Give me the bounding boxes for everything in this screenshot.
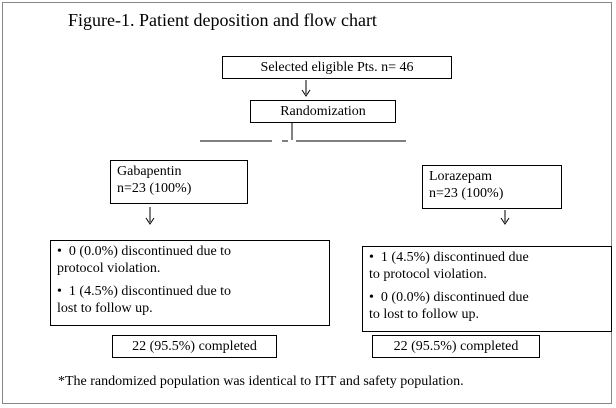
eligible-box: Selected eligible Pts. n= 46 xyxy=(222,56,452,79)
title: Figure-1. Patient deposition and flow ch… xyxy=(68,10,377,30)
box-text: Randomization xyxy=(280,104,366,119)
item-text: to protocol violation. xyxy=(369,267,487,282)
gabapentin-box: Gabapentin n=23 (100%) xyxy=(110,160,248,204)
box-text: Selected eligible Pts. n= 46 xyxy=(260,60,414,75)
item-text: lost to follow up. xyxy=(57,301,153,316)
frame xyxy=(2,2,612,404)
lorazepam-completed-box: 22 (95.5%) completed xyxy=(372,335,540,358)
box-text: n=23 (100%) xyxy=(117,181,192,196)
box-text: Gabapentin xyxy=(117,164,182,179)
footnote: *The randomized population was identical… xyxy=(58,374,464,389)
item-text: 1 (4.5%) discontinued due to xyxy=(57,283,323,300)
box-text: n=23 (100%) xyxy=(429,186,504,201)
box-text: 22 (95.5%) completed xyxy=(393,339,519,354)
item-text: 0 (0.0%) discontinued due to xyxy=(57,243,323,260)
gabapentin-completed-box: 22 (95.5%) completed xyxy=(112,335,277,358)
item-text: 0 (0.0%) discontinued due xyxy=(369,289,605,306)
lorazepam-box: Lorazepam n=23 (100%) xyxy=(422,165,562,209)
item-text: protocol violation. xyxy=(57,261,161,276)
item-text: to lost to follow up. xyxy=(369,307,480,322)
box-text: Lorazepam xyxy=(429,169,492,184)
item-text: 1 (4.5%) discontinued due xyxy=(369,249,605,266)
box-text: 22 (95.5%) completed xyxy=(132,339,257,354)
randomization-box: Randomization xyxy=(250,100,396,123)
